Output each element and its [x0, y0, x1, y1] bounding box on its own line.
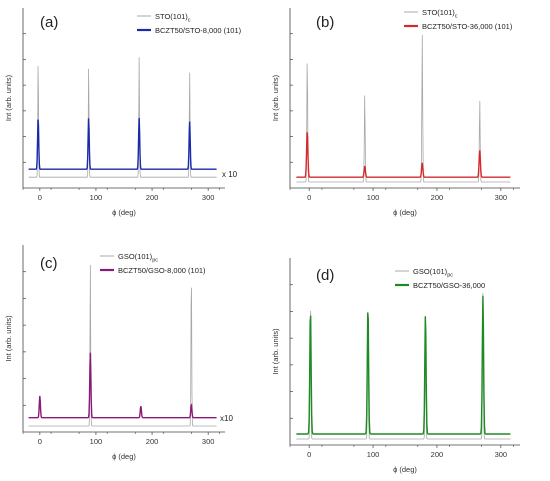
- x-tick-label: 300: [495, 193, 508, 202]
- series-line: [296, 34, 511, 183]
- x-tick-label: 100: [367, 193, 380, 202]
- legend-label: BCZT50/STO-8,000 (101): [155, 26, 242, 35]
- x-tick-label: 300: [202, 437, 215, 446]
- x-axis-label: ϕ (deg): [112, 452, 136, 461]
- x-tick-label: 100: [90, 437, 103, 446]
- chart-panel: 0 100 200 300 ϕ (deg) Int (arb. units) (c) GSO(…: [4, 245, 233, 461]
- x-tick-label: 300: [202, 193, 215, 202]
- series-line: [28, 57, 217, 178]
- scale-annotation: x 10: [222, 170, 238, 179]
- chart-panel: 0 100 200 300 ϕ (deg) Int (arb. units) (b) STO(…: [271, 8, 520, 217]
- panel-label: (a): [40, 14, 58, 31]
- x-tick-label: 0: [38, 193, 42, 202]
- x-tick-label: 100: [367, 450, 380, 459]
- x-axis-label: ϕ (deg): [393, 465, 417, 474]
- series-line: [296, 132, 511, 178]
- series-line: [296, 295, 511, 435]
- legend-label: STO(101)c: [422, 8, 458, 20]
- panel-label: (d): [316, 267, 334, 284]
- x-axis-label: ϕ (deg): [393, 208, 417, 217]
- legend-label: GSO(101)pc: [413, 267, 453, 279]
- legend-label: GSO(101)pc: [118, 252, 158, 264]
- x-tick-label: 300: [495, 450, 508, 459]
- x-tick-label: 200: [146, 193, 159, 202]
- series-line: [28, 352, 217, 419]
- y-axis-label: Int (arb. units): [4, 315, 13, 362]
- x-tick-label: 0: [38, 437, 42, 446]
- x-axis-label: ϕ (deg): [112, 208, 136, 217]
- y-axis-label: Int (arb. units): [271, 328, 280, 375]
- x-tick-label: 200: [431, 193, 444, 202]
- panel-label: (b): [316, 14, 334, 31]
- series-line: [296, 292, 511, 440]
- scale-annotation: x10: [220, 414, 233, 423]
- panel-label: (c): [40, 255, 58, 272]
- y-axis-label: Int (arb. units): [271, 74, 280, 121]
- series-line: [28, 265, 217, 427]
- legend-label: BCZT50/GSO-36,000: [413, 281, 485, 290]
- chart-panel: 0 100 200 300 ϕ (deg) Int (arb. units) (a) STO(…: [4, 8, 242, 217]
- x-tick-label: 200: [146, 437, 159, 446]
- x-tick-label: 200: [431, 450, 444, 459]
- series-line: [28, 117, 217, 170]
- legend-label: STO(101)c: [155, 12, 191, 24]
- y-axis-label: Int (arb. units): [4, 74, 13, 121]
- legend-label: BCZT50/STO-36,000 (101): [422, 22, 513, 31]
- x-tick-label: 0: [307, 450, 311, 459]
- x-tick-label: 100: [90, 193, 103, 202]
- chart-panel: 0 100 200 300 ϕ (deg) Int (arb. units) (d) GSO(…: [271, 258, 520, 474]
- x-tick-label: 0: [307, 193, 311, 202]
- legend-label: BCZT50/GSO-8,000 (101): [118, 266, 206, 275]
